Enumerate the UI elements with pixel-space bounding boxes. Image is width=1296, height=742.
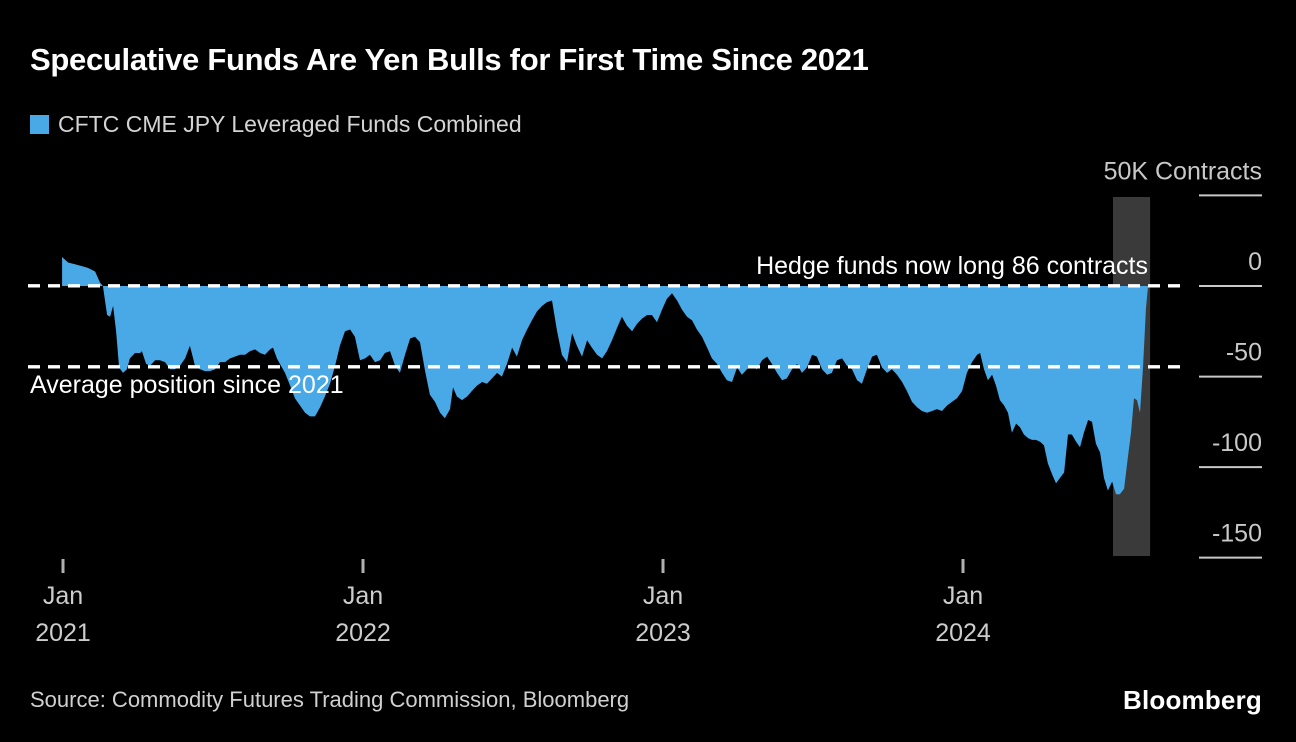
annotation-now-long: Hedge funds now long 86 contracts (756, 252, 1148, 280)
bloomberg-logo: Bloomberg (1122, 685, 1262, 715)
legend: CFTC CME JPY Leveraged Funds Combined (30, 111, 522, 138)
y-tick-label: 50K Contracts (1104, 157, 1262, 185)
annotation-average-position: Average position since 2021 (30, 371, 344, 399)
x-tick-label-year: 2022 (335, 619, 391, 647)
y-tick-label: -100 (1212, 429, 1262, 457)
x-tick-label-month: Jan (943, 582, 983, 610)
source-text: Source: Commodity Futures Trading Commis… (30, 687, 630, 712)
page-title: Speculative Funds Are Yen Bulls for Firs… (30, 42, 869, 77)
y-tick-label: 0 (1248, 248, 1262, 276)
x-tick-label-month: Jan (43, 582, 83, 610)
x-tick-label-month: Jan (343, 582, 383, 610)
x-tick-label-year: 2021 (35, 619, 91, 647)
legend-swatch (30, 115, 49, 134)
y-tick-label: -50 (1226, 339, 1262, 367)
x-tick-label-year: 2023 (635, 619, 691, 647)
x-tick-label-year: 2024 (935, 619, 991, 647)
series-area (62, 257, 1149, 495)
legend-label: CFTC CME JPY Leveraged Funds Combined (58, 111, 522, 137)
y-tick-label: -150 (1212, 520, 1262, 548)
x-tick-label-month: Jan (643, 582, 683, 610)
